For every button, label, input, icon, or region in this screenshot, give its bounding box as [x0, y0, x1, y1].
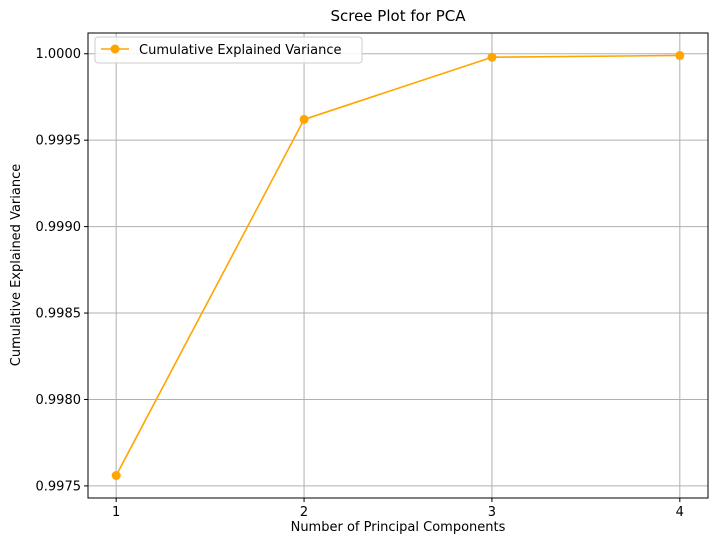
y-tick-label: 0.9990	[36, 220, 82, 235]
y-tick-label: 0.9975	[36, 479, 82, 494]
x-tick-label: 3	[488, 505, 496, 520]
data-point-2	[299, 114, 309, 124]
y-tick-label: 1.0000	[36, 47, 82, 62]
data-point-1	[111, 471, 121, 481]
grid-lines	[88, 33, 708, 498]
y-axis-title: Cumulative Explained Variance	[9, 164, 24, 366]
x-axis-title: Number of Principal Components	[291, 520, 506, 535]
series-cumulative-variance	[111, 50, 685, 481]
legend-label: Cumulative Explained Variance	[139, 43, 341, 58]
y-axis-ticks: 0.9975 0.9980 0.9985 0.9990 0.9995 1.0000	[36, 47, 88, 494]
legend: Cumulative Explained Variance	[94, 36, 363, 64]
x-tick-label: 1	[112, 505, 120, 520]
x-axis-ticks: 1 2 3 4	[112, 498, 684, 520]
plot-area-frame	[87, 32, 709, 499]
y-tick-label: 0.9985	[36, 307, 82, 322]
y-tick-label: 0.9995	[36, 134, 82, 149]
legend-marker-swatch	[110, 44, 120, 54]
x-tick-label: 4	[676, 505, 684, 520]
series-line	[115, 54, 680, 476]
chart-title: Scree Plot for PCA	[330, 7, 466, 25]
legend-box	[94, 36, 363, 64]
data-point-3	[487, 52, 497, 62]
data-point-4	[675, 50, 685, 60]
x-tick-label: 2	[300, 505, 308, 520]
y-tick-label: 0.9980	[36, 393, 82, 408]
